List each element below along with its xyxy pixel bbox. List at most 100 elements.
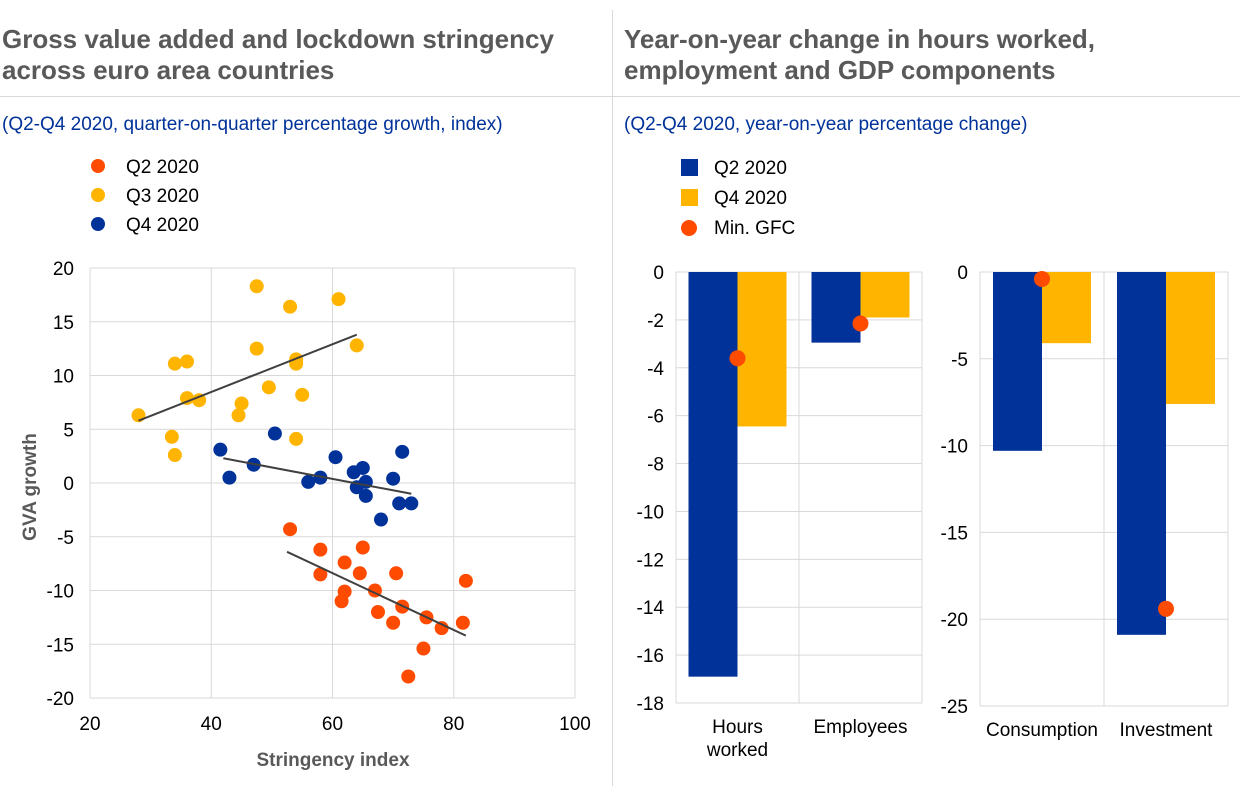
scatter-point-q4-2020 bbox=[213, 442, 228, 457]
scatter-x-tick-label: 60 bbox=[322, 714, 343, 735]
gdp-panel-category-label: Investment bbox=[1120, 720, 1214, 741]
hours-panel-y-tick-label: -4 bbox=[647, 359, 664, 380]
hours-panel-marker-min-gfc bbox=[852, 315, 869, 332]
hours-panel-category-label: worked bbox=[706, 740, 768, 761]
scatter-point-q4-2020 bbox=[355, 460, 370, 475]
gdp-panel-y-tick-label: -15 bbox=[941, 523, 968, 544]
left-title-line1: Gross value added and lockdown stringenc… bbox=[2, 24, 554, 54]
scatter-legend-label-q3-2020: Q3 2020 bbox=[126, 186, 199, 207]
hours-panel-category-label: Hours bbox=[712, 717, 763, 738]
scatter-point-q2-2020 bbox=[313, 542, 328, 557]
scatter-legend-label-q2-2020: Q2 2020 bbox=[126, 157, 199, 178]
scatter-point-q4-2020 bbox=[404, 496, 419, 511]
scatter-point-q4-2020 bbox=[222, 470, 237, 485]
gdp-panel-y-tick-label: -20 bbox=[941, 610, 968, 631]
scatter-point-q2-2020 bbox=[455, 615, 470, 630]
scatter-legend-marker-q4-2020 bbox=[91, 217, 105, 231]
scatter-point-q2-2020 bbox=[283, 522, 298, 537]
scatter-legend-marker-q3-2020 bbox=[91, 188, 105, 202]
scatter-y-tick-label: 5 bbox=[63, 420, 74, 441]
scatter-y-tick-label: -20 bbox=[47, 689, 74, 710]
gdp-panel-marker-min-gfc bbox=[1034, 270, 1050, 287]
left-title-line2: across euro area countries bbox=[2, 55, 335, 85]
scatter-x-tick-label: 80 bbox=[443, 714, 464, 735]
gdp-panel-y-tick-label: 0 bbox=[957, 263, 968, 284]
right-title-line2: employment and GDP components bbox=[624, 55, 1056, 85]
scatter-point-q3-2020 bbox=[164, 429, 179, 444]
bar-legend-marker-q2-2020 bbox=[681, 159, 698, 176]
scatter-point-q3-2020 bbox=[249, 279, 264, 294]
scatter-point-q3-2020 bbox=[289, 431, 304, 446]
scatter-point-q4-2020 bbox=[313, 470, 328, 485]
scatter-point-q2-2020 bbox=[355, 540, 370, 555]
scatter-point-q4-2020 bbox=[358, 488, 373, 503]
scatter-y-tick-label: 15 bbox=[53, 313, 74, 334]
scatter-point-q3-2020 bbox=[261, 380, 276, 395]
scatter-point-q3-2020 bbox=[167, 448, 182, 463]
scatter-point-q3-2020 bbox=[231, 408, 246, 423]
scatter-point-q2-2020 bbox=[401, 669, 416, 684]
scatter-point-q4-2020 bbox=[267, 426, 282, 441]
scatter-point-q2-2020 bbox=[337, 555, 352, 570]
scatter-x-axis-label: Stringency index bbox=[256, 750, 410, 771]
hours-panel-category-label: Employees bbox=[814, 717, 908, 738]
scatter-point-q2-2020 bbox=[370, 605, 385, 619]
scatter-y-tick-label: 10 bbox=[53, 367, 74, 388]
scatter-point-q4-2020 bbox=[301, 474, 316, 489]
scatter-point-q3-2020 bbox=[349, 338, 364, 353]
gdp-panel-bar-q4-2020 bbox=[1166, 272, 1215, 404]
left-panel-subtitle: (Q2-Q4 2020, quarter-on-quarter percenta… bbox=[2, 114, 503, 135]
hours-panel-marker-min-gfc bbox=[729, 350, 746, 367]
trend-line-q2-2020 bbox=[286, 550, 467, 637]
bar-legend-label-q2-2020: Q2 2020 bbox=[714, 158, 787, 179]
trend-line-q3-2020 bbox=[138, 333, 358, 422]
hours-panel-y-tick-label: 0 bbox=[653, 263, 664, 284]
scatter-y-tick-label: -15 bbox=[47, 635, 74, 656]
gdp-panel-y-tick-label: -25 bbox=[941, 697, 968, 718]
scatter-point-q2-2020 bbox=[334, 594, 349, 609]
right-panel-subtitle: (Q2-Q4 2020, year-on-year percentage cha… bbox=[624, 114, 1028, 135]
bar-legend-label-min-gfc: Min. GFC bbox=[714, 218, 795, 239]
scatter-point-q3-2020 bbox=[167, 356, 182, 371]
hours-panel-bar-q2-2020 bbox=[688, 272, 738, 677]
gdp-panel-bar-q2-2020 bbox=[1117, 272, 1166, 635]
hours-panel-y-tick-label: -12 bbox=[637, 550, 664, 571]
scatter-point-q4-2020 bbox=[386, 471, 401, 486]
hours-panel-y-tick-label: -16 bbox=[637, 646, 664, 667]
hours-panel-bar-q4-2020 bbox=[737, 272, 787, 427]
gdp-panel-marker-min-gfc bbox=[1158, 600, 1174, 617]
hours-panel-y-tick-label: -10 bbox=[637, 502, 664, 523]
panel-divider bbox=[612, 10, 613, 786]
right-panel-title: Year-on-year change in hours worked, emp… bbox=[624, 24, 1234, 86]
scatter-point-q2-2020 bbox=[416, 641, 431, 656]
scatter-point-q4-2020 bbox=[392, 496, 407, 511]
scatter-y-tick-label: -5 bbox=[57, 528, 74, 549]
scatter-point-q2-2020 bbox=[313, 567, 328, 582]
scatter-point-q3-2020 bbox=[331, 292, 346, 307]
bar-legend-marker-q4-2020 bbox=[681, 189, 698, 206]
scatter-point-q3-2020 bbox=[283, 299, 298, 314]
hours-panel-y-tick-label: -14 bbox=[637, 598, 665, 619]
scatter-y-tick-label: -10 bbox=[47, 582, 74, 603]
gdp-panel-bar-q2-2020 bbox=[993, 272, 1042, 451]
scatter-y-tick-label: 20 bbox=[53, 259, 74, 280]
gdp-panel-y-tick-label: -10 bbox=[941, 437, 968, 458]
scatter-y-tick-label: 0 bbox=[63, 474, 74, 495]
trend-line-q4-2020 bbox=[223, 457, 412, 495]
bar-legend-marker-min-gfc bbox=[681, 220, 697, 236]
hours-panel-y-tick-label: -2 bbox=[647, 311, 664, 332]
scatter-point-q3-2020 bbox=[295, 387, 310, 402]
scatter-point-q3-2020 bbox=[192, 393, 207, 408]
right-title-line1: Year-on-year change in hours worked, bbox=[624, 24, 1096, 54]
scatter-legend-marker-q2-2020 bbox=[91, 159, 105, 173]
bar-legend-label-q4-2020: Q4 2020 bbox=[714, 188, 787, 209]
scatter-point-q2-2020 bbox=[389, 566, 404, 581]
hours-panel-y-tick-label: -18 bbox=[637, 694, 664, 715]
left-panel-title: Gross value added and lockdown stringenc… bbox=[2, 24, 607, 86]
scatter-point-q2-2020 bbox=[386, 615, 401, 630]
scatter-point-q2-2020 bbox=[434, 621, 449, 636]
scatter-point-q2-2020 bbox=[458, 573, 473, 588]
hours-panel-bar-q4-2020 bbox=[860, 272, 910, 318]
scatter-legend-label-q4-2020: Q4 2020 bbox=[126, 215, 199, 236]
scatter-y-axis-label: GVA growth bbox=[20, 433, 41, 541]
